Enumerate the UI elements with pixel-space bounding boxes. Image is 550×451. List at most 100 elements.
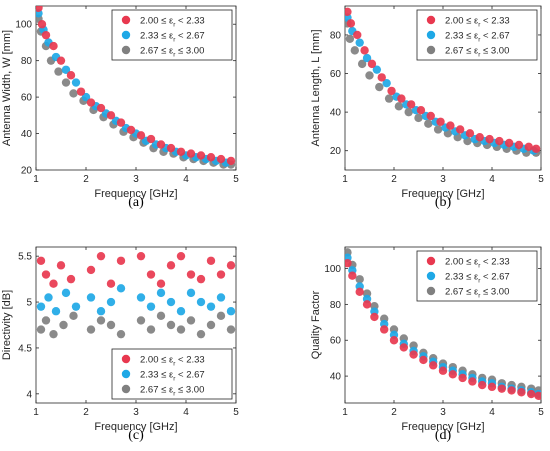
data-point-series-2 <box>96 307 106 316</box>
legend-marker-series-3 <box>121 384 131 394</box>
data-point-series-3 <box>146 325 156 334</box>
panel-label: (d) <box>435 428 452 443</box>
data-point-series-1 <box>156 140 166 149</box>
data-point-series-1 <box>156 279 166 288</box>
data-point-series-2 <box>355 38 364 47</box>
y-axis-label: Antenna Length, L [mm] <box>310 30 322 147</box>
legend-label-series-3: 2.67 ≤ εr ≤ 3.00 <box>445 46 509 59</box>
legend: 2.00 ≤ εr < 2.33 2.33 ≤ εr < 2.67 2.67 ≤ ε… <box>416 250 538 302</box>
data-point-series-1 <box>534 391 541 401</box>
x-tick-label: 4 <box>183 174 189 185</box>
data-point-series-1 <box>370 312 379 322</box>
data-point-series-1 <box>377 73 386 82</box>
data-point-series-1 <box>504 138 514 148</box>
data-point-series-1 <box>176 251 186 261</box>
data-point-series-3 <box>424 119 433 128</box>
x-tick-label: 3 <box>440 407 446 418</box>
data-point-series-2 <box>116 284 126 293</box>
legend-box <box>111 348 233 400</box>
y-tick-label: 100 <box>15 20 32 31</box>
y-tick-label: 4 <box>26 389 32 400</box>
data-point-series-1 <box>362 300 372 309</box>
y-tick-label: 5.5 <box>18 252 32 263</box>
x-tick-label: 4 <box>489 174 495 185</box>
data-point-series-2 <box>71 302 81 311</box>
data-point-series-2 <box>86 293 96 302</box>
data-point-series-1 <box>448 370 457 379</box>
legend: 2.00 ≤ εr < 2.33 2.33 ≤ εr < 2.67 2.67 ≤ ε… <box>111 9 233 61</box>
y-tick-label: 5 <box>26 298 32 309</box>
data-point-series-3 <box>41 316 51 325</box>
data-point-series-1 <box>136 251 146 261</box>
data-point-series-1 <box>186 270 196 279</box>
data-point-series-2 <box>166 297 176 307</box>
data-point-series-1 <box>517 388 526 397</box>
legend-marker-series-2 <box>121 369 131 379</box>
data-point-series-3 <box>49 329 58 339</box>
data-point-series-1 <box>348 271 357 280</box>
data-point-series-1 <box>507 386 516 395</box>
data-point-series-1 <box>416 105 426 115</box>
legend-box <box>111 9 233 61</box>
y-tick-label: 60 <box>330 336 342 347</box>
data-point-series-1 <box>455 125 465 134</box>
data-point-series-1 <box>106 279 116 288</box>
legend-label-series-3: 2.67 ≤ εr ≤ 3.00 <box>140 385 204 398</box>
data-point-series-1 <box>206 256 216 265</box>
data-point-series-1 <box>446 121 455 130</box>
data-point-series-1 <box>66 274 76 284</box>
data-point-series-1 <box>166 261 176 270</box>
y-tick-label: 80 <box>330 300 342 311</box>
legend-box <box>416 250 538 302</box>
data-points <box>36 251 236 339</box>
data-point-series-3 <box>96 316 106 325</box>
x-tick-label: 5 <box>538 174 544 185</box>
data-points <box>345 7 541 157</box>
data-point-series-2 <box>81 92 91 102</box>
data-point-series-2 <box>362 53 372 63</box>
legend-label-series-1: 2.00 ≤ εr < 2.33 <box>140 16 205 29</box>
data-point-series-1 <box>206 153 216 162</box>
data-point-series-1 <box>136 131 146 140</box>
x-tick-label: 1 <box>342 174 348 185</box>
legend-label-series-2: 2.33 ≤ εr < 2.67 <box>445 272 510 285</box>
data-point-series-2 <box>136 293 146 302</box>
data-point-series-1 <box>345 7 352 16</box>
data-point-series-1 <box>216 154 226 164</box>
data-point-series-1 <box>524 142 533 152</box>
data-point-series-3 <box>176 325 186 334</box>
data-point-series-1 <box>355 287 364 297</box>
y-tick-label: 40 <box>330 108 342 119</box>
data-point-series-2 <box>146 302 156 311</box>
data-point-series-2 <box>196 297 206 307</box>
chart-panel-4: 1 2 3 4 5 40 60 80 100 Frequency [GHz] Quality Fac… <box>310 246 544 443</box>
data-point-series-1 <box>527 389 536 399</box>
x-tick-label: 1 <box>342 407 348 418</box>
data-point-series-3 <box>226 325 236 334</box>
legend-marker-series-1 <box>426 256 436 266</box>
y-tick-label: 40 <box>21 129 33 140</box>
data-point-series-1 <box>387 86 396 96</box>
x-tick-label: 3 <box>133 407 139 418</box>
data-point-series-3 <box>196 329 206 339</box>
data-point-series-1 <box>478 380 487 390</box>
legend-label-series-1: 2.00 ≤ εr < 2.33 <box>445 16 510 29</box>
legend-label-series-2: 2.33 ≤ εr < 2.67 <box>140 370 205 383</box>
legend-label-series-3: 2.67 ≤ εr ≤ 3.00 <box>445 287 509 300</box>
y-tick-label: 4.5 <box>18 343 32 354</box>
data-point-series-1 <box>409 350 418 359</box>
data-point-series-2 <box>61 288 71 298</box>
data-point-series-1 <box>468 377 477 386</box>
data-point-series-3 <box>166 320 176 330</box>
data-point-series-1 <box>76 87 86 96</box>
data-point-series-1 <box>106 111 116 120</box>
data-point-series-1 <box>380 325 389 334</box>
data-point-series-3 <box>384 94 394 103</box>
data-point-series-1 <box>346 19 356 28</box>
data-point-series-2 <box>44 293 53 302</box>
y-tick-label: 80 <box>330 30 342 41</box>
data-point-series-1 <box>36 6 43 13</box>
data-point-series-1 <box>216 270 226 279</box>
data-point-series-1 <box>49 41 58 51</box>
